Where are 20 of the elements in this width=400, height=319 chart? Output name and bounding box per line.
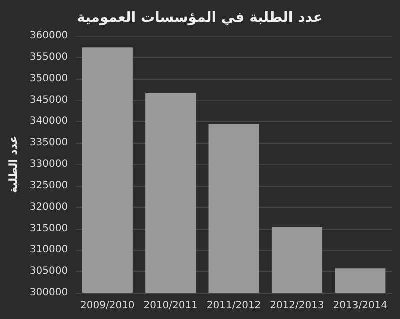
y-tick-label: 360000 [30,30,68,42]
y-tick-label: 325000 [30,180,68,192]
y-tick-label: 300000 [30,288,68,298]
x-tick-label: 2011/2012 [206,300,262,312]
y-tick-label: 310000 [30,244,68,256]
y-tick-label: 335000 [30,138,68,149]
y-tick-label: 350000 [30,73,68,84]
chart-title: عدد الطلبة في المؤسسات العمومية [77,10,323,26]
y-tick-label: 330000 [30,159,68,170]
x-tick-label: 2012/2013 [270,300,324,312]
x-tick-label: 2013/2014 [333,300,388,312]
y-tick-label: 355000 [30,52,68,63]
y-tick-label: 315000 [30,223,68,234]
y-tick-label: 320000 [30,202,68,213]
y-tick-label: 305000 [30,266,68,278]
y-tick-label: 345000 [30,94,68,106]
y-tick-label: 340000 [30,116,68,128]
x-tick-label: 2010/2011 [144,300,198,312]
x-tick-label: 2009/2010 [80,300,135,312]
y-axis-title: عدد الطلبة [7,136,20,194]
